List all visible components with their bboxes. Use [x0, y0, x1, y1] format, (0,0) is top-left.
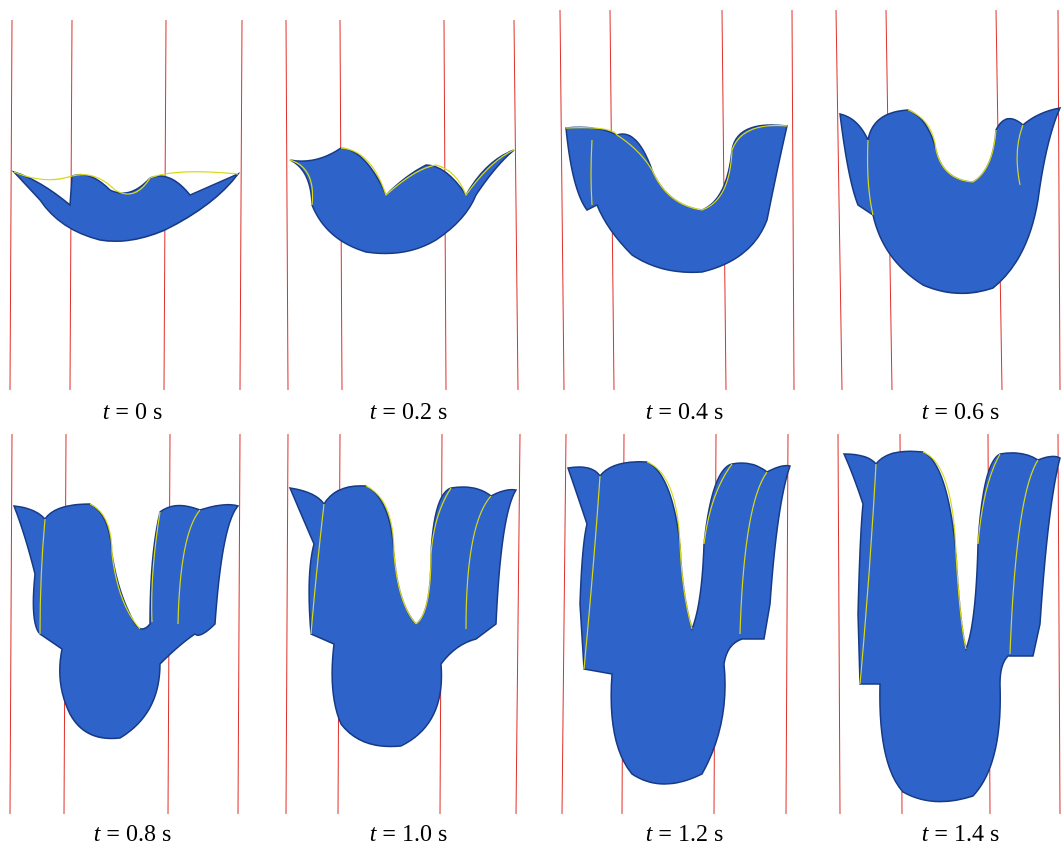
shell-render-t02 [285, 19, 519, 390]
time-label-t10: t = 1.0 s [369, 821, 448, 847]
time-label-t14: t = 1.4 s [921, 821, 1000, 847]
shell-rim [866, 109, 1024, 216]
shell-body [565, 124, 788, 274]
shell-body [12, 503, 240, 740]
guide-line [515, 433, 521, 814]
guide-line [561, 433, 567, 814]
panel-t10: t = 1.0 s [276, 424, 541, 848]
shell-body [288, 485, 518, 748]
guide-line [237, 433, 241, 814]
panel-t04: t = 0.4 s [552, 0, 817, 425]
shell-render-t10 [285, 433, 521, 814]
shell-render-t06 [835, 9, 1062, 390]
guide-line [837, 433, 841, 814]
panel-t08: t = 0.8 s [0, 424, 265, 848]
shell-rim [13, 171, 239, 195]
panel-t02: t = 0.2 s [276, 0, 541, 425]
time-label-t04: t = 0.4 s [645, 399, 724, 425]
guide-line [9, 19, 13, 390]
panel-t06: t = 0.6 s [828, 0, 1062, 425]
shell-render-t08 [9, 433, 241, 814]
panel-t14: t = 1.4 s [828, 424, 1062, 848]
guide-line [785, 433, 789, 814]
panel-t0: t = 0 s [0, 0, 265, 425]
guide-line [1057, 9, 1061, 390]
shell-rim [39, 503, 201, 635]
shell-render-t14 [837, 433, 1061, 814]
guide-line [285, 19, 289, 390]
shell-rim [859, 451, 1039, 685]
shell-rim [289, 147, 515, 206]
guide-line [513, 19, 519, 390]
shell-body [289, 147, 515, 255]
time-label-t06: t = 0.6 s [921, 399, 1000, 425]
shell-render-t04 [559, 9, 795, 390]
shell-body [839, 107, 1062, 295]
time-label-t0: t = 0 s [102, 399, 163, 425]
guide-line [239, 19, 243, 390]
shell-rim [310, 485, 492, 635]
time-label-t12: t = 1.2 s [645, 821, 724, 847]
shell-body [842, 450, 1061, 803]
time-label-t08: t = 0.8 s [93, 821, 172, 847]
guide-line [559, 9, 565, 390]
guide-line [285, 433, 289, 814]
shell-rim [565, 124, 788, 211]
guide-line [9, 433, 13, 814]
guide-line [1057, 433, 1061, 814]
shell-body [567, 461, 791, 785]
time-label-t02: t = 0.2 s [369, 399, 448, 425]
shell-render-t0 [9, 19, 243, 390]
panel-t12: t = 1.2 s [552, 424, 817, 848]
shell-render-t12 [561, 433, 791, 814]
guide-line [791, 9, 795, 390]
shell-body [11, 170, 241, 242]
shell-rim [583, 461, 768, 670]
guide-line [835, 9, 843, 390]
